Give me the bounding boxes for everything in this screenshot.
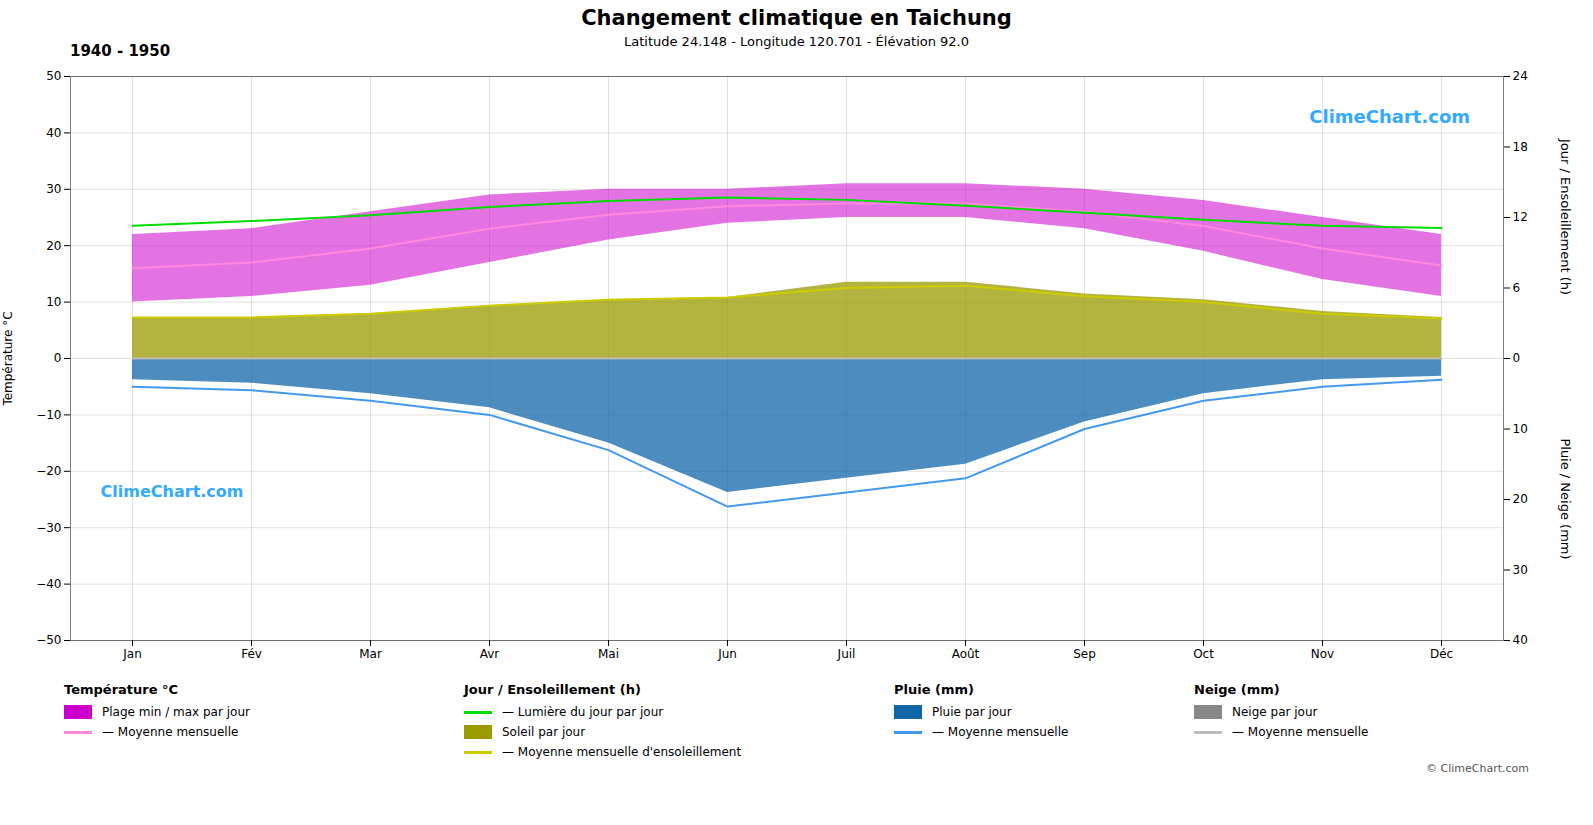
svg-text:Température °C: Température °C bbox=[1, 311, 15, 406]
svg-text:Déc: Déc bbox=[1430, 647, 1453, 661]
svg-text:−30: −30 bbox=[36, 521, 61, 535]
svg-text:Sep: Sep bbox=[1073, 647, 1096, 661]
svg-text:Mai: Mai bbox=[598, 647, 619, 661]
svg-text:−20: −20 bbox=[36, 464, 61, 478]
svg-text:18: 18 bbox=[1513, 140, 1528, 154]
svg-text:10: 10 bbox=[1513, 422, 1528, 436]
svg-text:24: 24 bbox=[1513, 69, 1528, 83]
svg-text:6: 6 bbox=[1513, 281, 1521, 295]
svg-text:50: 50 bbox=[46, 69, 61, 83]
html-text:Neige par jour: Neige par jour bbox=[1232, 705, 1318, 719]
svg-text:Mar: Mar bbox=[359, 647, 382, 661]
svg-text:Juil: Juil bbox=[837, 647, 856, 661]
svg-text:0: 0 bbox=[1513, 351, 1521, 365]
svg-text:20: 20 bbox=[1513, 492, 1528, 506]
svg-text:−40: −40 bbox=[36, 577, 61, 591]
html-text:Jour / Ensoleillement (h): Jour / Ensoleillement (h) bbox=[464, 682, 641, 697]
svg-text:Nov: Nov bbox=[1311, 647, 1334, 661]
html-text:— Moyenne mensuelle d'ensoleil: — Moyenne mensuelle d'ensoleillement bbox=[502, 745, 742, 759]
svg-text:40: 40 bbox=[46, 126, 61, 140]
svg-text:Avr: Avr bbox=[480, 647, 500, 661]
html-text:— Moyenne mensuelle: — Moyenne mensuelle bbox=[932, 725, 1069, 739]
html-text:ClimeChart.com: ClimeChart.com bbox=[1303, 106, 1471, 127]
svg-text:Jun: Jun bbox=[717, 647, 737, 661]
html-text:Température °C: Température °C bbox=[64, 682, 179, 697]
html-text:Changement climatique en Taich: Changement climatique en Taichung bbox=[581, 6, 1012, 30]
html-text:ClimeChart.com: ClimeChart.com bbox=[95, 482, 244, 502]
svg-text:20: 20 bbox=[46, 239, 61, 253]
svg-text:40: 40 bbox=[1513, 633, 1528, 647]
html-text:— Moyenne mensuelle: — Moyenne mensuelle bbox=[102, 725, 239, 739]
svg-text:−10: −10 bbox=[36, 408, 61, 422]
html-text:Pluie par jour: Pluie par jour bbox=[932, 705, 1012, 719]
svg-text:12: 12 bbox=[1513, 210, 1528, 224]
svg-text:0: 0 bbox=[54, 351, 62, 365]
html-text:Soleil par jour: Soleil par jour bbox=[502, 725, 586, 739]
svg-text:Jan: Jan bbox=[122, 647, 142, 661]
html-text:© ClimeChart.com: © ClimeChart.com bbox=[1426, 762, 1529, 775]
html-text:1940 - 1950: 1940 - 1950 bbox=[70, 42, 171, 60]
html-text:Latitude 24.148 - Longitude 12: Latitude 24.148 - Longitude 120.701 - Él… bbox=[624, 34, 969, 49]
svg-text:30: 30 bbox=[1513, 563, 1528, 577]
html-text:Jour / Ensoleillement (h): Jour / Ensoleillement (h) bbox=[1557, 138, 1573, 296]
svg-text:Fév: Fév bbox=[241, 647, 262, 661]
html-text:— Lumière du jour par jour: — Lumière du jour par jour bbox=[502, 705, 664, 719]
svg-text:−50: −50 bbox=[36, 633, 61, 647]
html-text:Pluie (mm): Pluie (mm) bbox=[894, 682, 974, 697]
svg-text:Août: Août bbox=[952, 647, 980, 661]
html-text:Neige (mm): Neige (mm) bbox=[1194, 682, 1280, 697]
html-text:— Moyenne mensuelle: — Moyenne mensuelle bbox=[1232, 725, 1369, 739]
svg-text:30: 30 bbox=[46, 182, 61, 196]
html-text:Plage min / max par jour: Plage min / max par jour bbox=[102, 705, 250, 719]
svg-text:10: 10 bbox=[46, 295, 61, 309]
svg-text:Oct: Oct bbox=[1193, 647, 1214, 661]
html-text:Pluie / Neige (mm): Pluie / Neige (mm) bbox=[1557, 438, 1573, 560]
